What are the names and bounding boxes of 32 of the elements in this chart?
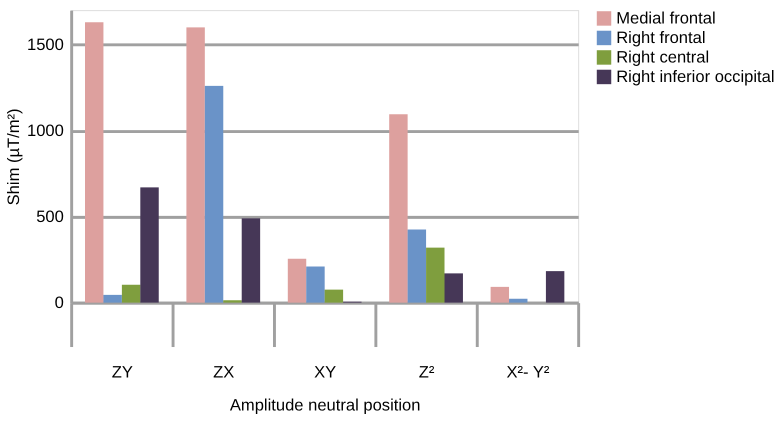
x-axis-title: Amplitude neutral position [230, 395, 420, 414]
legend-label: Right inferior occipital [616, 66, 775, 86]
bar [408, 230, 426, 303]
x-tick-label: XY [314, 362, 336, 382]
legend-label: Medial frontal [616, 8, 716, 28]
bar [103, 294, 122, 303]
legend-label: Right central [616, 47, 710, 66]
bar [426, 248, 445, 303]
bar [509, 298, 528, 303]
bar [546, 271, 564, 303]
bar [122, 284, 140, 303]
y-axis-title: Shim (µT/m²) [4, 108, 24, 206]
bar [306, 266, 325, 303]
x-tick-label: ZX [213, 362, 234, 382]
bar [444, 273, 463, 303]
bar [389, 114, 408, 303]
x-tick-label: Z² [418, 362, 435, 382]
y-tick-label: 0 [54, 293, 64, 312]
bar [288, 258, 306, 303]
y-tick-label: 1000 [27, 120, 64, 140]
y-tick-label: 500 [36, 206, 64, 226]
y-tick-label: 1500 [27, 34, 64, 54]
legend-label: Right frontal [616, 28, 706, 47]
bar [85, 22, 104, 303]
x-tick-label: ZY [112, 362, 133, 382]
bar [186, 27, 205, 303]
bar [204, 86, 224, 303]
bar [324, 290, 344, 303]
bar [242, 218, 260, 303]
bar [140, 187, 159, 303]
bar [490, 286, 510, 303]
x-tick-label: X²- Y² [506, 362, 550, 382]
